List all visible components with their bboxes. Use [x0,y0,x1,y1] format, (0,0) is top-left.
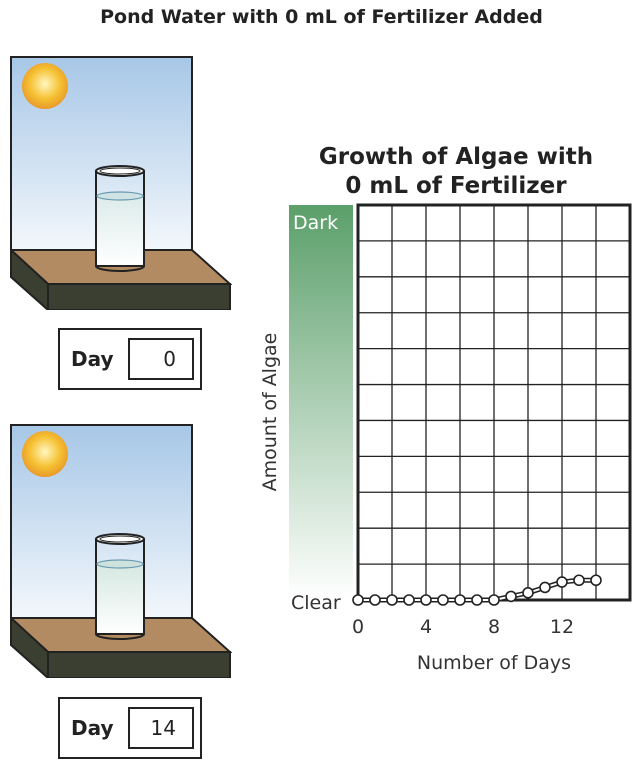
pond-illustration [10,424,232,678]
day-counter-14: Day 14 [58,697,202,759]
chart-title: Growth of Algae with 0 mL of Fertilizer [290,143,622,201]
data-point [471,594,483,606]
x-tick-label: 4 [420,616,432,638]
data-point [488,594,500,606]
data-point [522,587,534,599]
pond-scene-day-14 [10,424,232,678]
chart-labels: 0 4 8 12 Dark Clear [291,212,574,638]
data-point [556,576,568,588]
chart-grid [356,203,632,602]
sun-icon [22,431,68,477]
table-side [10,247,49,310]
water-surface [96,191,144,201]
day-value: 14 [128,707,194,749]
water-surface [96,559,144,569]
x-tick-label: 8 [488,616,500,638]
algae-growth-chart: 0 4 8 12 Dark Clear [289,203,632,638]
day-label: Day [71,347,114,371]
x-axis-label: Number of Days [416,652,572,674]
data-point [539,581,551,594]
page-title: Pond Water with 0 mL of Fertilizer Added [100,6,543,28]
data-point [437,594,449,606]
data-point [590,574,602,587]
x-tick-label: 12 [550,616,574,638]
chart-series [352,574,602,606]
data-point [352,594,364,606]
data-point [454,594,466,606]
day-value: 0 [128,338,194,380]
data-point [369,594,381,606]
data-point [403,594,415,606]
data-point [505,590,517,603]
table-front [47,283,231,310]
day-label: Day [71,716,114,740]
data-point [573,574,585,587]
sun-icon [22,63,68,109]
scale-label-dark: Dark [293,212,338,234]
data-point [386,594,398,606]
x-tick-label: 0 [352,616,364,638]
day-counter-0: Day 0 [58,328,202,390]
water [96,564,144,634]
pond-scene-day-0 [10,56,232,310]
data-point [420,594,432,606]
table-side [10,615,49,678]
chart-title-line-1: Growth of Algae with [318,144,594,170]
water [96,196,144,266]
table-front [47,651,231,678]
chart-title-line-2: 0 mL of Fertilizer [345,173,567,199]
algae-color-scale [289,205,353,600]
pond-illustration [10,56,232,310]
scale-label-clear: Clear [291,592,341,614]
